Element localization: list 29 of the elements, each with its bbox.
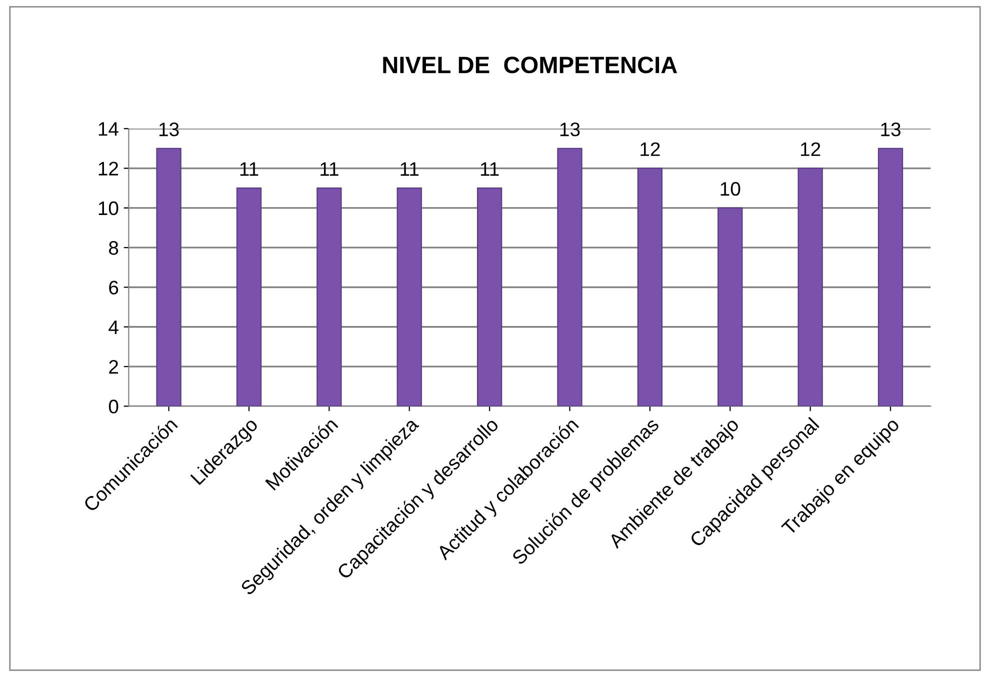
data-label: 11 [480, 162, 499, 176]
data-label: 13 [560, 122, 580, 136]
data-label: 13 [881, 122, 900, 136]
y-tick-label: 10 [98, 201, 118, 216]
data-label: 11 [240, 162, 258, 176]
y-tick-label: 0 [108, 400, 118, 414]
data-label: 13 [159, 122, 179, 136]
y-tick-label: 14 [98, 122, 118, 136]
bar [236, 188, 262, 406]
bar [798, 168, 823, 406]
data-label: 12 [800, 142, 820, 156]
bar [637, 168, 663, 406]
y-tick-label: 2 [109, 360, 118, 374]
bar [476, 188, 502, 406]
y-tick-label: 8 [109, 241, 118, 255]
bar [878, 148, 904, 406]
bar [396, 188, 422, 406]
bar [316, 188, 342, 406]
data-label: 12 [640, 142, 660, 156]
bar [557, 148, 582, 406]
bar [718, 207, 743, 406]
bar [156, 148, 182, 406]
data-label: 10 [720, 182, 740, 196]
y-tick-label: 12 [98, 162, 118, 176]
data-label: 11 [400, 162, 419, 176]
data-label: 11 [320, 162, 338, 176]
y-tick-label: 4 [108, 320, 118, 334]
y-tick-label: 6 [109, 280, 118, 294]
chart-title: NIVEL DE COMPETENCIA [383, 56, 678, 74]
